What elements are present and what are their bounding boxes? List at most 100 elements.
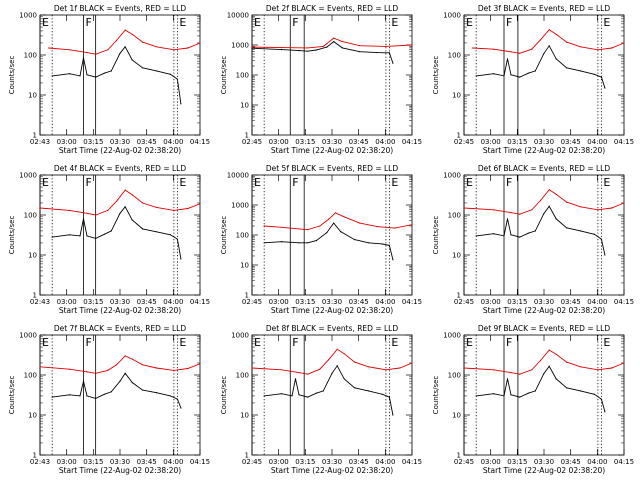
lld-point	[611, 47, 613, 49]
events-point	[124, 372, 126, 374]
lld-point	[334, 212, 337, 214]
events-point	[176, 398, 178, 400]
lld-point	[611, 207, 613, 209]
interval-marker-label: E	[254, 336, 261, 349]
y-tick-label: 1	[33, 452, 37, 460]
lld-point	[322, 45, 324, 48]
lld-point	[327, 359, 330, 361]
x-axis-label: Start Time (22-Aug-02 02:38:20)	[271, 306, 393, 315]
y-tick-label: 1000	[19, 332, 37, 340]
interval-marker-label: F	[292, 176, 298, 189]
x-axis-label: Start Time (22-Aug-02 02:38:20)	[483, 306, 605, 315]
lld-point	[531, 369, 533, 371]
events-point	[142, 228, 144, 230]
interval-marker-label: E	[391, 336, 398, 349]
plot-frame	[251, 174, 413, 296]
x-tick-label: 02:43	[30, 298, 50, 306]
lld-point	[187, 207, 189, 210]
interval-marker-label: F	[506, 16, 512, 29]
lld-point	[69, 49, 71, 51]
lld-point	[155, 206, 158, 208]
panel-6: Det 6f BLACK = Events, RED = LLD 1 10 100 10…	[432, 164, 634, 315]
y-tick-label: 1000	[443, 12, 461, 20]
events-point	[155, 392, 158, 394]
events-point	[510, 74, 512, 76]
events-point	[124, 206, 126, 208]
events-point	[69, 73, 71, 75]
lld-point	[86, 212, 88, 214]
events-point	[103, 393, 105, 395]
events-series-line	[476, 205, 606, 256]
events-point	[263, 395, 265, 397]
events-point	[527, 392, 529, 394]
x-tick-label: 02:45	[454, 458, 474, 466]
x-tick-label: 03:15	[295, 138, 315, 146]
events-series-line	[52, 205, 182, 259]
lld-point	[343, 353, 345, 355]
lld-point	[142, 364, 144, 366]
y-tick-label: 1	[245, 452, 249, 460]
x-tick-label: 04:15	[190, 298, 210, 306]
events-point	[367, 390, 370, 392]
events-point	[354, 387, 356, 389]
lld-point	[539, 39, 542, 41]
events-point	[307, 396, 309, 398]
y-tick-label: 1000	[19, 172, 37, 180]
events-series-line	[264, 364, 394, 416]
events-point	[354, 239, 356, 241]
lld-point	[493, 48, 495, 50]
interval-marker-label: F	[85, 336, 91, 349]
lld-point	[115, 200, 118, 202]
x-tick-label: 03:45	[349, 458, 369, 466]
panel-7: Det 7f BLACK = Events, RED = LLD 1 10 100 10…	[8, 324, 210, 475]
plot-frame	[463, 334, 625, 456]
events-series-line	[251, 41, 394, 64]
events-point	[82, 380, 85, 382]
events-point	[503, 75, 505, 77]
x-tick-label: 03:30	[322, 138, 342, 146]
x-tick-label: 03:00	[269, 138, 289, 146]
events-point	[566, 227, 568, 229]
lld-series-line	[39, 189, 201, 216]
x-tick-label: 02:43	[30, 138, 50, 146]
events-point	[86, 235, 88, 237]
lld-point	[597, 49, 599, 51]
lld-point	[155, 46, 158, 48]
events-point	[180, 258, 182, 260]
events-point	[155, 231, 158, 233]
events-point	[82, 57, 85, 59]
events-point	[343, 378, 345, 380]
y-axis-label: Counts/sec	[220, 216, 228, 255]
lld-point	[251, 367, 253, 369]
events-point	[543, 52, 545, 54]
x-tick-label: 03:30	[322, 298, 342, 306]
x-tick-label: 02:45	[242, 138, 262, 146]
lld-point	[566, 41, 568, 43]
x-tick-label: 04:15	[402, 138, 422, 146]
x-axis-label: Start Time (22-Aug-02 02:38:20)	[271, 146, 393, 155]
lld-point	[548, 349, 550, 351]
lld-point	[539, 359, 542, 362]
interval-marker-label: E	[42, 16, 49, 29]
x-tick-label: 04:00	[375, 298, 395, 306]
lld-point	[131, 358, 133, 360]
lld-point	[281, 47, 283, 49]
events-series-line	[476, 365, 606, 412]
lld-series-line	[463, 189, 625, 215]
x-tick-label: 04:15	[614, 138, 634, 146]
lld-point	[333, 37, 335, 39]
y-axis-label: Counts/sec	[432, 376, 440, 415]
plot-frame	[463, 174, 625, 296]
interval-marker-label: E	[466, 176, 473, 189]
x-tick-label: 02:45	[242, 298, 262, 306]
events-point	[333, 222, 335, 224]
events-point	[180, 407, 182, 409]
lld-point	[107, 49, 109, 51]
lld-point	[519, 373, 521, 375]
x-tick-label: 04:15	[614, 458, 634, 466]
interval-marker-label: E	[254, 16, 261, 29]
interval-marker-label: F	[85, 176, 91, 189]
interval-marker-label: E	[466, 16, 473, 29]
lld-point	[307, 229, 309, 231]
events-point	[527, 232, 529, 234]
